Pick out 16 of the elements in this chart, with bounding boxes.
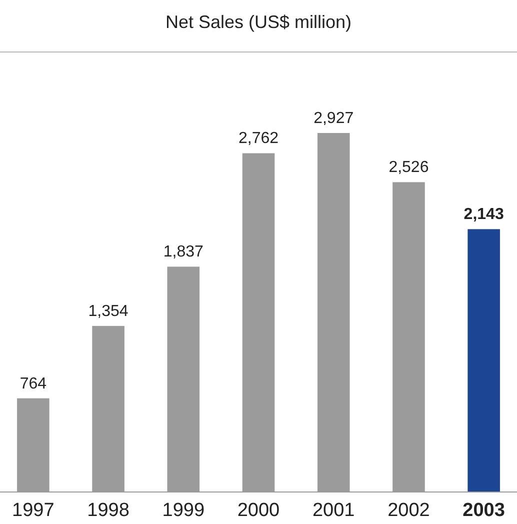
data-label: 764 xyxy=(20,375,47,392)
bar xyxy=(468,229,500,492)
data-label: 2,526 xyxy=(388,159,429,176)
data-label: 2,143 xyxy=(464,206,504,224)
x-tick-label: 2001 xyxy=(312,500,355,521)
chart-title: Net Sales (US$ million) xyxy=(165,12,352,32)
data-label: 2,927 xyxy=(314,110,354,127)
x-tick-label: 1997 xyxy=(12,500,54,521)
x-tick-label: 1999 xyxy=(162,500,205,521)
x-tick-label: 2003 xyxy=(462,500,505,521)
x-tick-label: 1998 xyxy=(87,500,130,521)
data-label: 1,837 xyxy=(163,244,204,261)
x-tick-label: 2002 xyxy=(388,500,430,521)
x-tick-label: 2000 xyxy=(237,500,280,521)
data-label: 1,354 xyxy=(88,302,128,320)
data-label: 2,762 xyxy=(238,130,279,148)
